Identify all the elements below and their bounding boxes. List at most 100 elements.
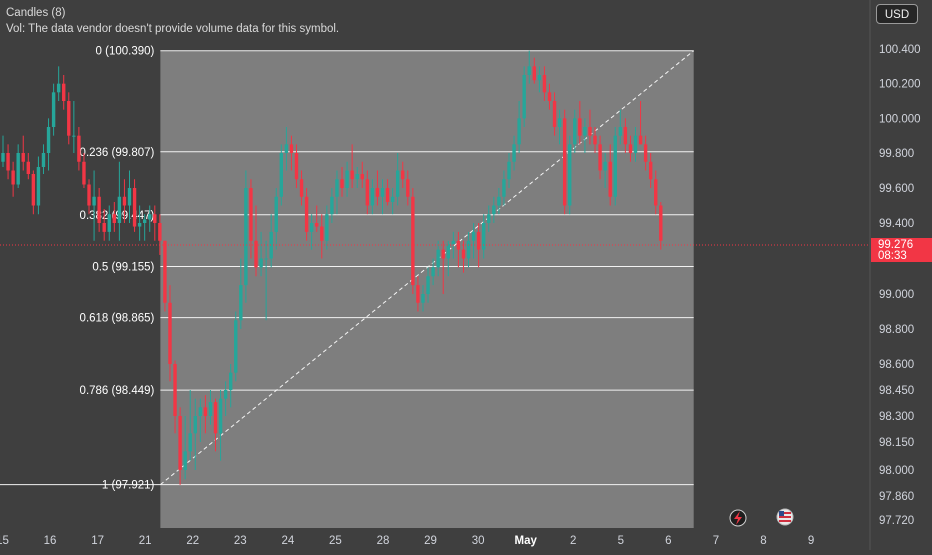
price-tick-label: 100.400 xyxy=(879,44,921,56)
candle-body xyxy=(562,118,567,206)
candle-body xyxy=(208,402,213,416)
candle-body xyxy=(623,127,628,145)
candle-body xyxy=(588,127,592,136)
fib-level-label: 0.5 (99.155) xyxy=(92,261,154,273)
candle-body xyxy=(360,174,364,180)
candle-body xyxy=(234,320,238,373)
candle-body xyxy=(608,161,612,197)
candle-body xyxy=(517,118,521,145)
candle xyxy=(532,57,536,84)
candle xyxy=(512,135,516,171)
candle xyxy=(77,127,81,171)
candle xyxy=(249,179,253,259)
currency-button[interactable]: USD xyxy=(876,4,918,24)
candle-body xyxy=(542,75,547,93)
candle-body xyxy=(309,223,314,232)
candle xyxy=(461,240,466,273)
candle-body xyxy=(148,214,152,220)
time-tick-label: 22 xyxy=(186,535,199,547)
candle xyxy=(507,153,511,188)
candle xyxy=(395,153,400,206)
candle xyxy=(254,205,258,277)
candle xyxy=(588,109,592,145)
candle-body xyxy=(659,205,663,241)
time-tick-label: 30 xyxy=(472,535,485,547)
candle-body xyxy=(153,214,157,223)
time-tick-label: 28 xyxy=(377,535,390,547)
candle-body xyxy=(122,196,127,206)
candle-body xyxy=(350,170,354,180)
candle-body xyxy=(340,179,344,188)
price-tick-label: 98.000 xyxy=(879,465,914,477)
candle xyxy=(56,66,61,101)
candle xyxy=(390,188,395,215)
lightning-icon[interactable] xyxy=(729,509,747,527)
candle xyxy=(244,170,248,303)
candle-body xyxy=(218,398,223,434)
candle xyxy=(198,398,203,442)
time-tick-label: 2 xyxy=(570,535,576,547)
candle xyxy=(193,398,197,470)
candle-body xyxy=(1,153,5,162)
candle xyxy=(117,161,122,241)
candle-body xyxy=(598,144,602,171)
candle xyxy=(208,390,213,425)
candle xyxy=(173,360,177,434)
candle xyxy=(31,170,36,215)
candle xyxy=(6,144,10,180)
candle-body xyxy=(259,258,263,268)
candle xyxy=(355,167,359,188)
candle-body xyxy=(77,135,81,162)
candle xyxy=(26,153,30,180)
candle-body xyxy=(451,240,456,245)
candle xyxy=(643,135,648,171)
candle-body xyxy=(446,244,450,259)
us-flag-icon[interactable] xyxy=(776,508,794,526)
candle-body xyxy=(355,174,359,180)
candle-body xyxy=(274,196,278,232)
candle-body xyxy=(345,170,349,188)
time-axis[interactable]: 1516172122232425282930May256789 xyxy=(0,535,814,547)
candle xyxy=(593,127,597,153)
candle xyxy=(213,398,218,452)
candle-body xyxy=(375,188,380,197)
candle-body xyxy=(31,174,36,206)
candle-body xyxy=(421,294,425,303)
candle xyxy=(294,144,299,188)
candle-body xyxy=(426,276,430,294)
candle-body xyxy=(168,302,172,364)
fib-level-label: 1 (97.921) xyxy=(102,480,155,492)
candle xyxy=(97,188,101,232)
candle xyxy=(340,167,344,197)
candle xyxy=(406,170,410,206)
candle-body xyxy=(213,402,218,434)
candle xyxy=(168,285,172,382)
candle-body xyxy=(16,153,20,185)
candle xyxy=(178,407,182,485)
candle-body xyxy=(638,135,643,145)
candle xyxy=(471,223,476,259)
candle-body xyxy=(26,161,30,174)
candle-body xyxy=(335,179,339,197)
candle xyxy=(289,135,294,171)
candle xyxy=(659,202,663,250)
candle xyxy=(360,161,364,188)
candle xyxy=(638,101,643,145)
fib-level-label: 0.618 (98.865) xyxy=(80,313,155,325)
candle-body xyxy=(46,127,51,153)
candle xyxy=(112,202,117,232)
candle xyxy=(16,144,20,188)
candle-body xyxy=(330,196,334,215)
candle-body xyxy=(62,83,66,101)
price-tick-label: 98.150 xyxy=(879,437,914,449)
price-axis[interactable]: 100.400 100.200 100.000 99.800 99.600 99.400 9… xyxy=(879,44,921,527)
candle-body xyxy=(507,161,511,180)
candle xyxy=(608,144,612,206)
candle-body xyxy=(436,249,440,268)
candle xyxy=(325,205,329,250)
candle-body xyxy=(72,135,76,137)
time-tick-label: 25 xyxy=(329,535,342,547)
candle-body xyxy=(552,101,557,127)
